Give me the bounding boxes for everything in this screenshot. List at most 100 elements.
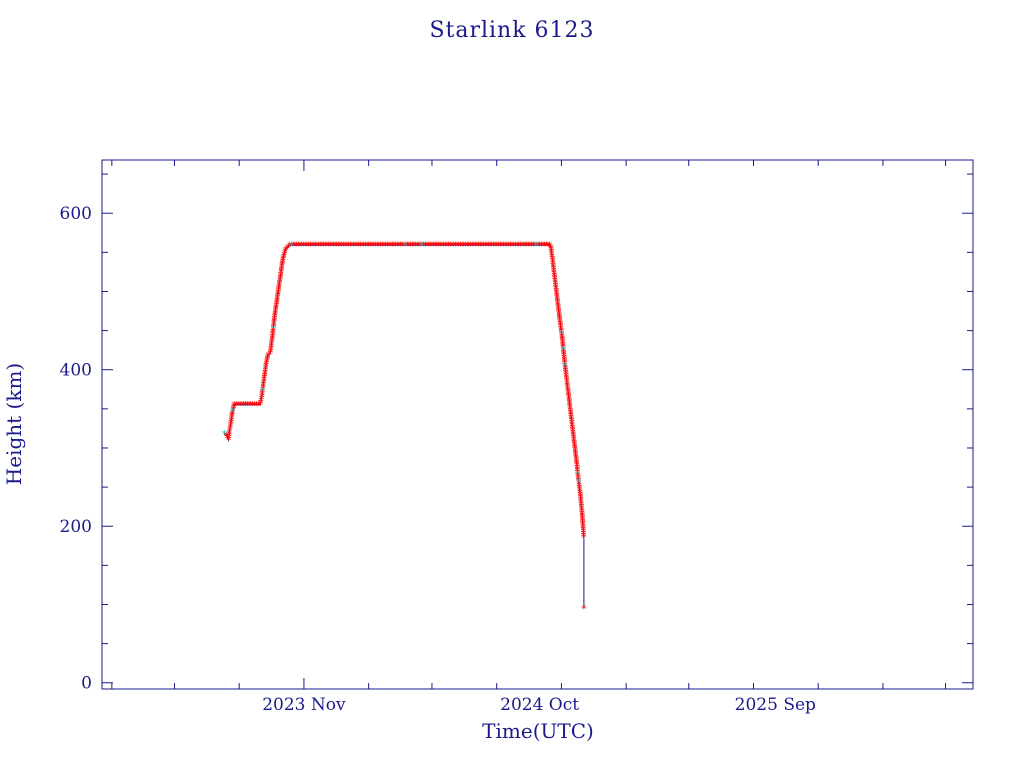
data-point-marker: * [269,339,275,352]
data-point-marker: * [289,239,295,252]
data-point-marker: * [570,422,576,435]
data-point-marker: * [270,332,276,345]
data-point-marker: * [571,432,577,445]
data-point-marker: * [434,239,440,252]
data-point-marker: * [561,350,567,363]
data-point-marker: * [580,521,586,534]
data-point-marker: * [409,239,415,252]
data-point-marker: * [574,457,580,470]
data-point-marker: * [341,239,347,252]
data-point-marker: * [580,518,586,531]
data-point-marker: * [405,239,411,252]
data-point-marker: * [271,318,277,331]
data-point-marker: * [431,239,437,252]
data-point-marker: * [274,293,280,306]
data-point-marker: * [364,239,370,252]
data-point-marker: * [564,375,570,388]
data-point-marker: * [572,439,578,452]
data-point-marker: * [550,253,556,266]
data-point-marker: * [262,367,268,380]
data-point-marker: * [575,468,581,481]
data-point-marker: * [573,450,579,463]
data-point-marker: * [428,239,434,252]
data-point-marker: * [559,332,565,345]
data-point-marker: * [571,435,577,448]
data-point-marker: * [563,367,569,380]
data-point-marker: * [304,239,310,252]
data-point-marker: * [363,239,369,252]
data-point-marker: * [368,239,374,252]
data-point-marker: * [419,239,425,252]
data-point-marker: * [571,430,577,443]
data-point-marker: * [521,239,527,252]
x-tick-label: 2025 Sep [735,695,816,715]
data-point-marker: * [268,345,274,358]
data-point-marker: * [547,239,553,252]
data-point-marker: * [568,405,574,418]
data-point-marker: * [564,378,570,391]
data-point-marker: * [354,239,360,252]
data-point-marker: * [561,352,567,365]
data-point-marker: * [551,268,557,281]
data-point-marker: * [552,273,558,286]
data-point-marker: * [574,462,580,475]
data-point-marker: * [262,365,268,378]
data-point-marker: * [433,239,439,252]
data-point-marker: * [259,388,265,401]
data-point-marker: * [268,346,274,359]
data-point-marker: * [361,239,367,252]
data-point-marker: * [225,432,231,445]
data-point-marker: * [346,239,352,252]
data-point-marker: * [513,239,519,252]
data-point-marker: * [581,532,587,545]
data-point-marker: * [568,410,574,423]
data-point-marker: * [519,239,525,252]
data-point-marker: * [271,319,277,332]
data-point-marker: * [575,472,581,485]
series-layer: ****************************************… [222,239,588,615]
data-point-marker: * [453,239,459,252]
data-point-marker: * [540,239,546,252]
data-point-marker: * [260,386,266,399]
data-point-marker: * [581,526,587,539]
data-point-marker: * [270,331,276,344]
data-point-marker: * [461,239,467,252]
data-point-marker: * [250,399,256,412]
data-point-marker: * [574,460,580,473]
data-point-marker: * [237,399,243,412]
data-point-marker: * [263,363,269,376]
data-point-marker: * [481,239,487,252]
data-point-marker: * [556,305,562,318]
data-point-marker: * [224,430,230,443]
data-point-marker: * [252,399,258,412]
data-point-marker: * [571,437,577,450]
y-axis-label: Height (km) [2,363,26,485]
data-point-marker: * [579,511,585,524]
x-tick-label: 2024 Oct [500,695,579,715]
data-point-marker: * [226,434,232,447]
data-point-marker: * [478,239,484,252]
data-point-marker: * [516,239,522,252]
data-point-marker: * [270,326,276,339]
data-point-marker: * [451,239,457,252]
data-point-marker: * [270,328,276,341]
data-point-marker: * [276,282,282,295]
data-point-marker: * [390,239,396,252]
data-point-marker: * [551,266,557,279]
data-point-marker: * [259,389,265,402]
data-point-marker: * [562,357,568,370]
data-point-marker: * [569,415,575,428]
data-point-marker: * [497,239,503,252]
data-point-marker: * [316,239,322,252]
data-point-marker: * [353,239,359,252]
data-point-marker: * [549,248,555,261]
data-point-marker: * [228,417,234,430]
data-point-marker: * [454,239,460,252]
data-point-marker: * [344,239,350,252]
data-point-marker: * [580,514,586,527]
data-point-marker: * [269,338,275,351]
data-point-marker: * [563,368,569,381]
data-point-marker: * [554,292,560,305]
data-point-marker: * [531,239,537,252]
data-point-marker: * [578,496,584,509]
